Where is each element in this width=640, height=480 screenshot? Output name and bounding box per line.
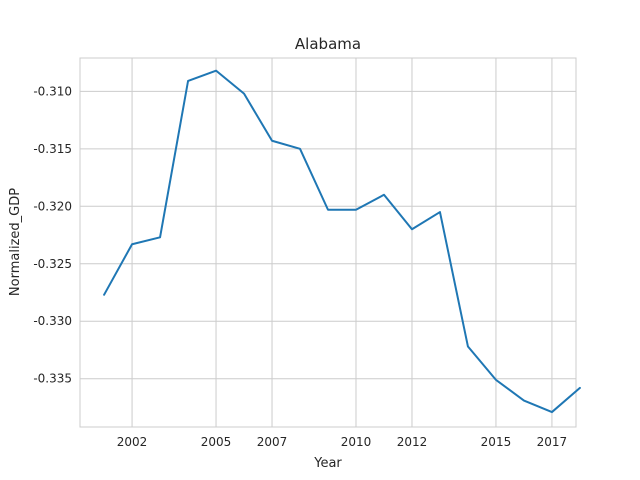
- y-tick-label: -0.310: [33, 84, 72, 98]
- x-tick-label: 2007: [257, 435, 288, 449]
- y-tick-label: -0.320: [33, 199, 72, 213]
- x-tick-label: 2005: [201, 435, 232, 449]
- series-layer: [103, 69, 581, 414]
- y-axis-label: Normalized_GDP: [8, 188, 23, 296]
- y-tick-label: -0.315: [33, 142, 72, 156]
- x-tick-label: 2002: [117, 435, 148, 449]
- x-tick-label: 2010: [341, 435, 372, 449]
- plot-frame: [79, 57, 577, 428]
- y-tick-label: -0.325: [33, 257, 72, 271]
- series-line: [103, 69, 581, 414]
- x-axis-label: Year: [313, 456, 342, 471]
- y-tick-label: -0.335: [33, 372, 72, 386]
- y-tick-label: -0.330: [33, 314, 72, 328]
- grid-lines: [80, 58, 576, 427]
- x-tick-label: 2017: [537, 435, 568, 449]
- y-tick-labels: -0.310 -0.315 -0.320 -0.325 -0.330 -0.335: [33, 84, 72, 385]
- chart-title: Alabama: [295, 35, 361, 53]
- x-tick-label: 2012: [397, 435, 428, 449]
- x-tick-labels: 2002 2005 2007 2010 2012 2015 2017: [117, 435, 567, 449]
- x-tick-label: 2015: [481, 435, 512, 449]
